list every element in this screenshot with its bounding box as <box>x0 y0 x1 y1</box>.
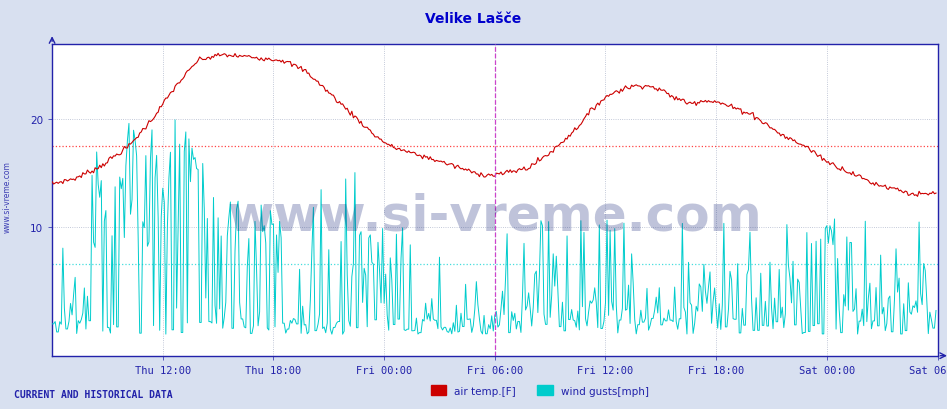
Text: www.si-vreme.com: www.si-vreme.com <box>3 160 12 232</box>
Legend: air temp.[F], wind gusts[mph]: air temp.[F], wind gusts[mph] <box>426 381 653 400</box>
Text: Velike Lašče: Velike Lašče <box>425 12 522 26</box>
Text: www.si-vreme.com: www.si-vreme.com <box>227 192 762 240</box>
Text: CURRENT AND HISTORICAL DATA: CURRENT AND HISTORICAL DATA <box>14 389 173 399</box>
